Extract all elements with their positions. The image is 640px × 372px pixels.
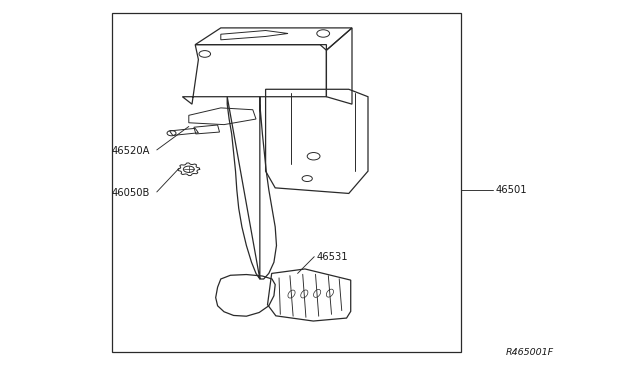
Text: 46531: 46531 (317, 252, 348, 262)
Bar (112, 13, 461, 352)
Text: 46520A: 46520A (112, 146, 150, 155)
Text: 46050B: 46050B (112, 189, 150, 198)
Text: R465001F: R465001F (506, 348, 554, 357)
Text: 46501: 46501 (496, 185, 527, 195)
